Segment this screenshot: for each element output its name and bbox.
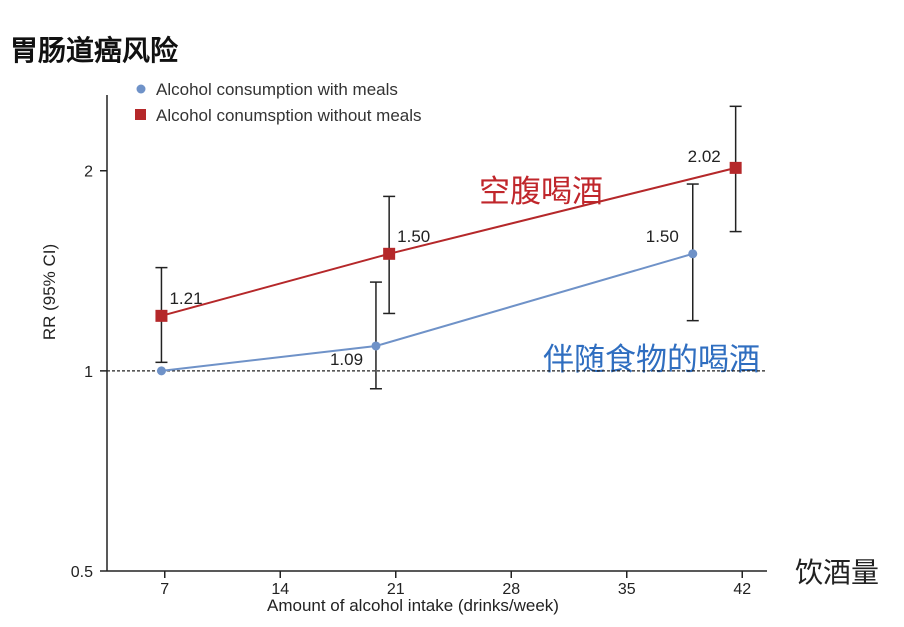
x-unit-label: 饮酒量 [795,556,879,589]
data-label: 1.21 [169,289,202,308]
series-layer: 1.09 1.50 1.21 1.50 2.02 [155,105,742,390]
legend-marker-with-meals [136,84,146,94]
x-tick-label: 21 [387,581,405,598]
x-tick-label: 7 [160,581,169,598]
y-axis-title: RR (95% CI) [40,244,59,340]
data-point [688,249,698,259]
x-tick-label: 28 [502,581,520,598]
data-label: 1.50 [397,227,430,246]
y-tick-label: 1 [84,364,93,381]
data-point [729,161,742,174]
legend-label-without-meals: Alcohol conumsption without meals [156,106,422,125]
legend: Alcohol consumption with meals Alcohol c… [135,80,422,125]
series-with-meals: 1.09 1.50 [156,183,699,390]
data-label: 1.09 [330,350,363,369]
series-without-meals: 1.21 1.50 2.02 [155,105,742,364]
data-point [371,341,381,351]
annotation-with-food: 伴随食物的喝酒 [543,342,760,378]
legend-label-with-meals: Alcohol consumption with meals [156,80,398,99]
data-label: 1.50 [646,227,679,246]
y-tick-label: 0.5 [71,564,93,581]
data-point [156,366,166,376]
y-tick-label: 2 [84,164,93,181]
legend-marker-without-meals [135,109,146,120]
x-tick-label: 42 [733,581,751,598]
x-axis-title: Amount of alcohol intake (drinks/week) [267,596,559,615]
annotation-fasting: 空腹喝酒 [479,174,603,210]
page-title: 胃肠道癌风险 [10,34,179,67]
x-tick-label: 14 [271,581,289,598]
data-point [155,309,168,322]
y-ticks: 0.5 1 2 [71,164,107,581]
x-ticks: 7 14 21 28 35 42 [160,571,751,598]
x-tick-label: 35 [618,581,636,598]
data-label: 2.02 [688,147,721,166]
data-point [383,247,396,260]
